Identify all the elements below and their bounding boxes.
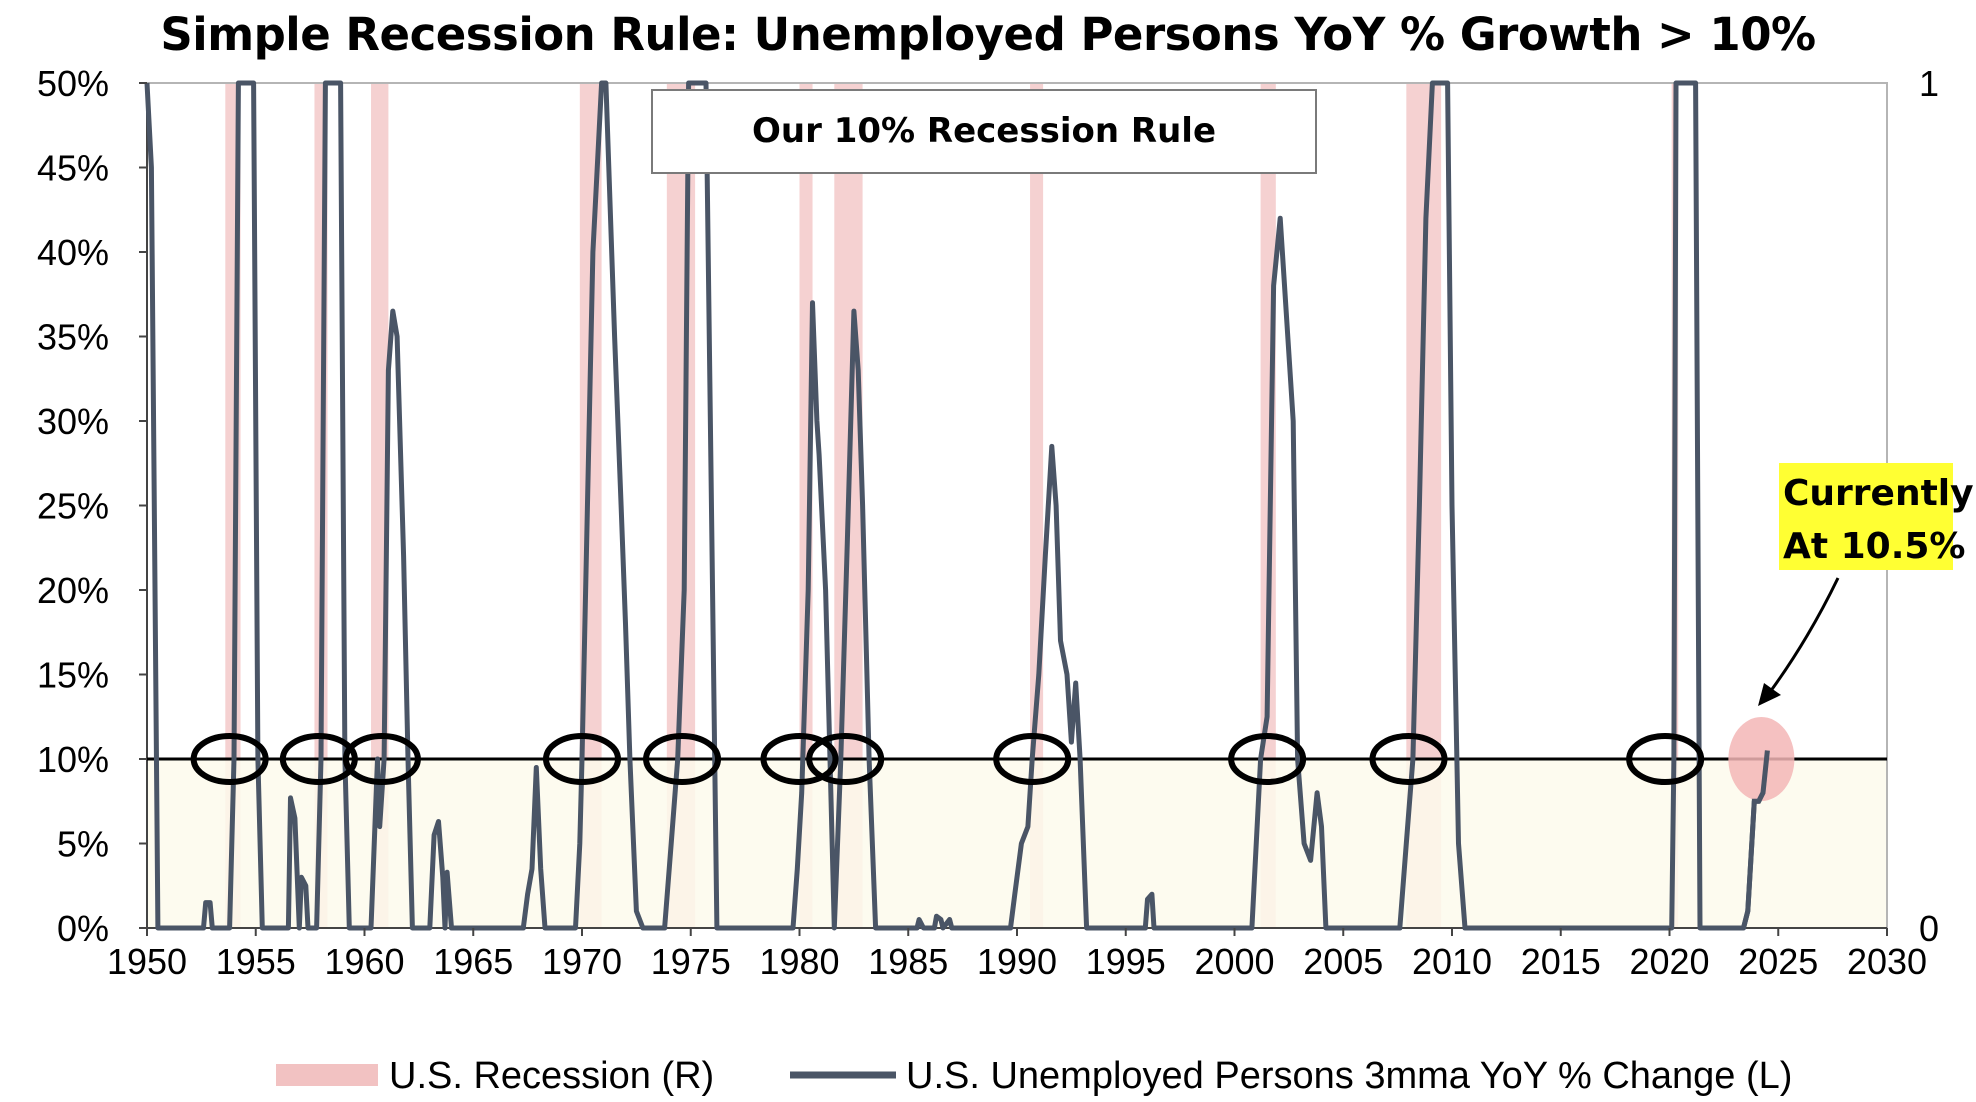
- x-tick-label: 1970: [542, 941, 622, 982]
- crossing-circle: [760, 733, 839, 785]
- y-left-tick-label: 50%: [37, 63, 109, 104]
- x-tick-label: 1990: [977, 941, 1057, 982]
- crossing-circle: [993, 733, 1072, 785]
- x-tick-label: 1975: [651, 941, 731, 982]
- threshold-crossing-circles: [190, 733, 1705, 785]
- x-tick-label: 1955: [216, 941, 296, 982]
- y-right-tick-label: 0: [1919, 908, 1939, 949]
- crossing-circle: [1228, 733, 1307, 785]
- legend: U.S. Recession (R) U.S. Unemployed Perso…: [276, 1055, 1792, 1097]
- x-tick-label: 2015: [1521, 941, 1601, 982]
- callout-line-2: At 10.5%: [1783, 526, 1966, 567]
- x-tick-label: 1950: [107, 941, 187, 982]
- x-tick-label: 2000: [1194, 941, 1274, 982]
- below-threshold-zone: [147, 759, 1887, 928]
- x-tick-label: 2010: [1412, 941, 1492, 982]
- rule-box-label: Our 10% Recession Rule: [752, 111, 1216, 151]
- callout: Currently At 10.5%: [1758, 463, 1974, 706]
- y-right-tick-label: 1: [1919, 63, 1939, 104]
- crossing-circle: [543, 733, 621, 785]
- y-left-tick-label: 15%: [37, 655, 109, 696]
- chart-title: Simple Recession Rule: Unemployed Person…: [160, 8, 1816, 61]
- legend-label-unemployed: U.S. Unemployed Persons 3mma YoY % Chang…: [906, 1055, 1792, 1097]
- x-tick-label: 2025: [1738, 941, 1818, 982]
- crossing-circle: [342, 733, 421, 785]
- y-left-tick-label: 25%: [37, 486, 109, 527]
- y-left-tick-label: 10%: [37, 739, 109, 780]
- legend-label-recession: U.S. Recession (R): [389, 1055, 714, 1097]
- crossing-circle: [806, 733, 885, 785]
- crossing-circle: [1626, 733, 1705, 785]
- crossing-circle: [1369, 733, 1448, 785]
- y-left-tick-label: 45%: [37, 148, 109, 189]
- callout-arrow-head: [1758, 683, 1781, 706]
- y-left-tick-label: 5%: [57, 824, 109, 865]
- x-tick-label: 2030: [1847, 941, 1927, 982]
- rule-box: Our 10% Recession Rule: [651, 89, 1317, 174]
- x-tick-label: 1985: [868, 941, 948, 982]
- x-tick-label: 1980: [759, 941, 839, 982]
- y-left-tick-label: 40%: [37, 232, 109, 273]
- y-left-tick-label: 0%: [57, 908, 109, 949]
- crossing-circle: [643, 733, 722, 785]
- callout-line-1: Currently: [1783, 473, 1974, 514]
- y-left-tick-label: 20%: [37, 570, 109, 611]
- x-tick-label: 1965: [433, 941, 513, 982]
- y-left-tick-label: 30%: [37, 401, 109, 442]
- x-tick-label: 2020: [1629, 941, 1709, 982]
- x-tick-label: 2005: [1303, 941, 1383, 982]
- unemployed-yoy-line-tail: [1741, 750, 1770, 929]
- x-tick-label: 1995: [1086, 941, 1166, 982]
- axis-ticks: 1950 1955 1960 1965 1970 1975 1980 1985 1990 1995…: [37, 63, 1939, 982]
- callout-arrow: [1768, 577, 1840, 693]
- crossing-circle: [190, 733, 269, 785]
- current-value-marker: [1728, 717, 1795, 801]
- x-tick-label: 1960: [324, 941, 404, 982]
- legend-swatch-recession: [276, 1064, 378, 1086]
- y-left-tick-label: 35%: [37, 317, 109, 358]
- unemployed-yoy-line: [144, 80, 1770, 931]
- callout-background: [1779, 463, 1953, 570]
- crossing-circle: [279, 733, 358, 785]
